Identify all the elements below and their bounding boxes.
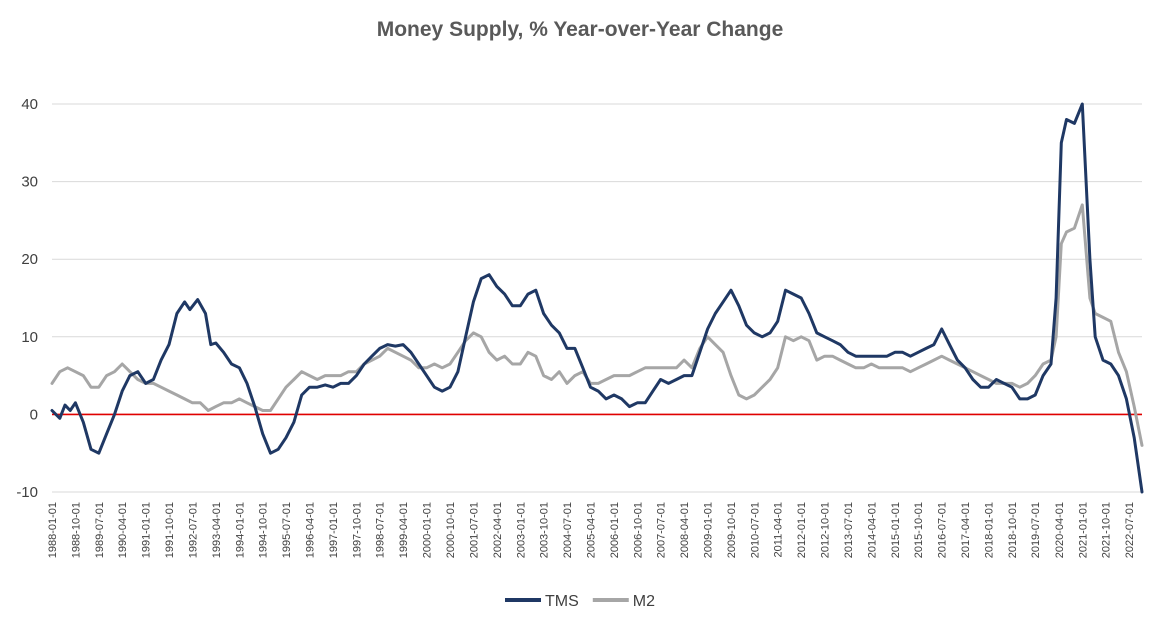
- x-tick-label: 1996-04-01: [305, 502, 317, 558]
- x-tick-label: 2019-07-01: [1030, 502, 1042, 558]
- x-tick-label: 2018-01-01: [984, 502, 996, 558]
- x-tick-label: 2015-01-01: [890, 502, 902, 558]
- x-tick-label: 2008-04-01: [679, 502, 691, 558]
- x-tick-label: 2010-07-01: [749, 502, 761, 558]
- x-tick-label: 1988-10-01: [70, 502, 82, 558]
- x-tick-label: 2013-07-01: [843, 502, 855, 558]
- x-tick-label: 2004-07-01: [562, 502, 574, 558]
- x-tick-label: 2009-10-01: [726, 502, 738, 558]
- x-tick-label: 2016-07-01: [937, 502, 949, 558]
- x-tick-label: 1991-10-01: [164, 502, 176, 558]
- legend-label-m2: M2: [633, 593, 655, 610]
- y-tick-label: -10: [16, 484, 38, 501]
- y-axis: -10 0 10 20 30 40: [16, 96, 38, 501]
- gridlines: [52, 103, 1142, 493]
- series-line-m2: [50, 203, 1144, 447]
- y-tick-label: 0: [30, 406, 38, 423]
- x-tick-label: 2020-04-01: [1054, 502, 1066, 558]
- x-tick-label: 2017-04-01: [960, 502, 972, 558]
- legend: TMS M2: [505, 593, 655, 610]
- x-axis: 1988-01-01 1988-10-01 1989-07-01 1990-04-01…: [47, 502, 1136, 558]
- x-tick-label: 2009-01-01: [703, 502, 715, 558]
- x-tick-label: 1999-04-01: [398, 502, 410, 558]
- x-tick-label: 1991-01-01: [141, 502, 153, 558]
- chart-title: Money Supply, % Year-over-Year Change: [377, 18, 784, 41]
- x-tick-label: 1997-10-01: [351, 502, 363, 558]
- x-tick-label: 2015-10-01: [913, 502, 925, 558]
- x-tick-label: 2018-10-01: [1007, 502, 1019, 558]
- x-tick-label: 1993-04-01: [211, 502, 223, 558]
- y-tick-label: 10: [21, 329, 38, 346]
- x-tick-label: 2012-10-01: [820, 502, 832, 558]
- x-tick-label: 1988-01-01: [47, 502, 59, 558]
- y-tick-label: 30: [21, 174, 38, 191]
- x-tick-label: 2012-01-01: [796, 502, 808, 558]
- x-tick-label: 2011-04-01: [773, 502, 785, 557]
- legend-label-tms: TMS: [545, 593, 579, 610]
- x-tick-label: 1994-10-01: [258, 502, 270, 558]
- y-tick-label: 40: [21, 96, 38, 113]
- x-tick-label: 2006-10-01: [632, 502, 644, 558]
- x-tick-label: 1994-01-01: [234, 502, 246, 558]
- x-tick-label: 2021-01-01: [1077, 502, 1089, 558]
- x-tick-label: 1995-07-01: [281, 502, 293, 558]
- x-tick-label: 2003-10-01: [539, 502, 551, 558]
- x-tick-label: 1998-07-01: [375, 502, 387, 558]
- x-tick-label: 2006-01-01: [609, 502, 621, 558]
- x-tick-label: 2000-10-01: [445, 502, 457, 558]
- x-tick-label: 2005-04-01: [585, 502, 597, 558]
- x-tick-label: 1997-01-01: [328, 502, 340, 558]
- x-tick-label: 1992-07-01: [187, 502, 199, 558]
- series-lines: [50, 102, 1144, 494]
- x-tick-label: 2002-04-01: [492, 502, 504, 558]
- x-tick-label: 1989-07-01: [94, 502, 106, 558]
- x-tick-label: 2014-04-01: [866, 502, 878, 558]
- x-tick-label: 2021-10-01: [1101, 502, 1113, 558]
- x-tick-label: 2022-07-01: [1124, 502, 1136, 558]
- x-tick-label: 2003-01-01: [515, 502, 527, 558]
- x-tick-label: 2007-07-01: [656, 502, 668, 558]
- series-line-tms: [50, 102, 1144, 494]
- x-tick-label: 2000-01-01: [422, 502, 434, 558]
- y-tick-label: 20: [21, 251, 38, 268]
- x-tick-label: 2001-07-01: [468, 502, 480, 558]
- x-tick-label: 1990-04-01: [117, 502, 129, 558]
